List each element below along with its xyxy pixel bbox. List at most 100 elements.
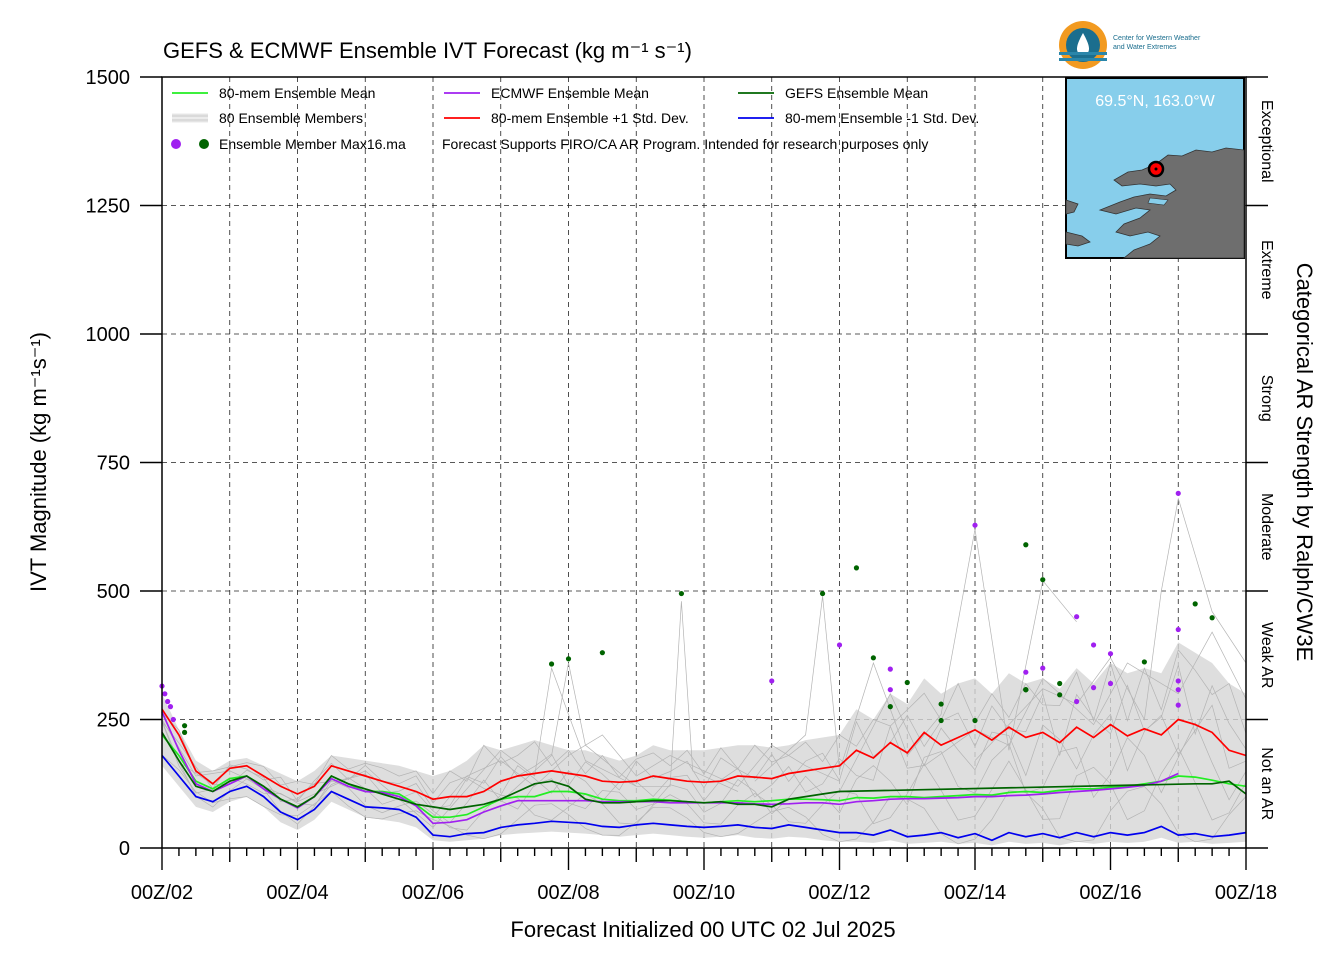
legend-label: 80-mem Ensemble +1 Std. Dev. [491,110,689,126]
series-line-80-mem-ensemble-1-std-dev [161,708,1247,801]
ecmwf-max-point [887,666,893,672]
x-axis: 00Z/02 00Z/04 00Z/06 00Z/08 00Z/10 00Z/12 00Z/… [131,848,1277,904]
gefs-max-point [1023,687,1029,693]
y-tick-label: 750 [97,453,130,475]
y-tick-label: 1500 [86,67,131,89]
gefs-max-point [870,655,876,661]
legend: 80-mem Ensemble Mean ECMWF Ensemble Mean G… [171,85,979,152]
gefs-max-point [599,650,605,656]
ecmwf-max-point [1023,669,1029,675]
ecmwf-max-point [1090,685,1097,691]
gefs-max-point [1141,659,1147,665]
ecmwf-max-point [170,716,176,723]
legend-swatch-gefs [199,139,209,149]
gefs-max-point [972,717,978,724]
gefs-max-point [1023,542,1029,548]
gefs-max-point [1192,601,1198,607]
ensemble-member-line [500,601,739,802]
gefs-max-point [904,679,910,686]
legend-swatch-ecmwf [171,139,181,149]
series-line-gefs-ensemble-mean [161,731,1247,811]
gefs-max-point [181,723,188,729]
x-tick-label: 00Z/18 [1215,882,1277,904]
ensemble-member-line [161,733,1247,831]
ecmwf-max-point [1175,490,1181,496]
category-label: Exceptional [1258,100,1275,183]
x-tick-label: 00Z/02 [131,882,193,904]
series-line-80-mem-ensemble-1-std-dev [161,754,1247,842]
ecmwf-max-point [887,687,893,693]
legend-label: 80-mem Ensemble -1 Std. Dev. [785,110,979,126]
ecmwf-max-point [1107,680,1114,687]
ensemble-member-lines [161,498,1247,845]
ecmwf-max-point [1074,614,1080,620]
member-maxima-points [159,490,1215,735]
ensemble-member-line [161,649,1247,795]
legend-note: Forecast Supports FIRO/CA AR Program. In… [442,136,928,152]
x-tick-label: 00Z/08 [537,882,599,904]
legend-label: Ensemble Member Max16.ma [219,136,406,152]
logo-text-line-1: Center for Western Weather [1113,35,1201,42]
y-tick-label: 1250 [86,196,131,218]
ensemble-member-line [974,498,1247,761]
y-axis-label: IVT Magnitude (kg m⁻¹s⁻¹) [26,332,51,592]
legend-label: 80 Ensemble Members [219,110,363,126]
ecmwf-max-point [167,704,174,710]
legend-label: 80-mem Ensemble Mean [219,85,375,101]
category-label: Weak AR [1258,622,1275,688]
x-tick-label: 00Z/12 [808,882,870,904]
x-tick-label: 00Z/16 [1079,882,1141,904]
ensemble-member-line [754,529,1077,782]
ecmwf-max-point [1074,698,1080,705]
gefs-max-point [678,590,685,597]
ecmwf-max-point [769,678,775,684]
gefs-max-point [853,565,860,571]
x-tick-label: 00Z/06 [402,882,464,904]
gefs-max-point [1057,692,1063,698]
inset-coordinates: 69.5°N, 163.0°W [1095,93,1215,110]
gefs-max-point [938,701,944,707]
series-line-ecmwf-ensemble-mean [161,711,1179,825]
gefs-max-point [565,656,572,662]
category-label: Extreme [1258,240,1275,300]
gefs-max-point [938,717,944,724]
y-tick-label: 250 [97,710,130,732]
logo-text-line-2: and Water Extremes [1113,44,1177,51]
y-tick-label: 1000 [86,324,131,346]
category-label: Strong [1258,375,1275,422]
ecmwf-max-point [1175,702,1181,708]
ecmwf-max-point [162,691,168,697]
gefs-max-point [181,729,188,735]
legend-label: GEFS Ensemble Mean [785,85,928,101]
right-axis-label: Categorical AR Strength by Ralph/CW3E [1292,263,1317,662]
category-label: Not an AR [1258,747,1275,820]
y-axis: 0 250 500 750 1000 1250 1500 [86,67,162,860]
ensemble-member-line [161,754,1247,845]
ensemble-member-line [432,734,840,818]
ensemble-member-line [161,704,1247,809]
y-tick-label: 0 [119,838,130,860]
ensemble-member-line [161,666,637,828]
ecmwf-max-point [1040,665,1046,671]
ensemble-member-line [161,664,1247,804]
ecmwf-max-point [1175,626,1181,633]
ecmwf-max-point [836,642,843,648]
x-tick-label: 00Z/10 [673,882,735,904]
location-inset-map: 69.5°N, 163.0°W [1065,77,1245,259]
gefs-max-point [819,590,826,597]
cw3e-logo: Center for Western Weather and Water Ext… [1059,21,1201,69]
gefs-max-point [887,704,893,710]
ensemble-member-line [839,631,1247,792]
gefs-max-point [548,661,555,667]
ecmwf-max-point [1090,642,1097,648]
ecmwf-max-point [165,698,171,705]
x-tick-label: 00Z/04 [266,882,328,904]
ecmwf-max-point [1175,678,1181,684]
gefs-max-point [1057,680,1063,687]
ecmwf-max-point [972,522,978,528]
legend-label: ECMWF Ensemble Mean [491,85,649,101]
gefs-max-point [1040,577,1046,583]
x-axis-label: Forecast Initialized 00 UTC 02 Jul 2025 [510,917,895,942]
category-label: Moderate [1258,493,1275,561]
